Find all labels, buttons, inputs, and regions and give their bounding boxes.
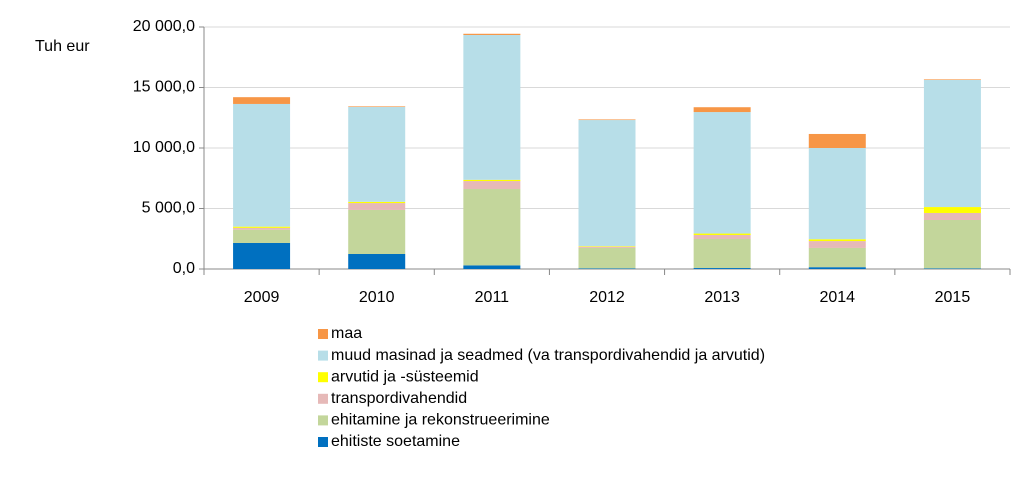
bar-segment [463, 181, 521, 190]
x-tick-label: 2015 [935, 289, 971, 306]
bar-segment [578, 247, 636, 269]
y-tick-label: 0,0 [173, 260, 195, 277]
x-tick-label: 2011 [475, 289, 510, 306]
y-tick-label: 5 000,0 [142, 200, 195, 217]
bar-segment [693, 268, 751, 269]
y-tick-label: 15 000,0 [133, 79, 195, 96]
legend-label: muud masinad ja seadmed (va transpordiva… [331, 347, 765, 364]
bar-segment [693, 107, 751, 113]
bar-segment [693, 234, 751, 239]
legend-label: arvutid ja -süsteemid [331, 368, 479, 385]
legend-swatch [318, 350, 328, 361]
bar-segment [463, 33, 521, 35]
bar-segment [808, 267, 866, 269]
bar-segment [808, 133, 866, 148]
bar-segment [463, 179, 521, 182]
bar-segment [348, 209, 406, 254]
bar-segment [348, 201, 406, 204]
x-tick-label: 2012 [589, 289, 625, 306]
legend-label: ehitiste soetamine [331, 433, 460, 450]
bar-segment [233, 226, 291, 228]
bar-segment [348, 203, 406, 210]
legend-label: ehitamine ja rekonstrueerimine [331, 412, 550, 429]
y-tick-label: 20 000,0 [133, 18, 195, 35]
bar-segment [923, 79, 981, 208]
bar-segment [693, 112, 751, 234]
y-axis-label: Tuh eur [35, 38, 90, 55]
bar-segment [463, 265, 521, 269]
bar-segment [233, 242, 291, 269]
legend-swatch [318, 329, 328, 339]
bar-segment [693, 238, 751, 269]
legend-swatch [318, 415, 328, 426]
bar-segment [578, 119, 636, 121]
bar-segment [463, 189, 521, 266]
bar-segment [578, 246, 636, 248]
legend-swatch [318, 437, 328, 447]
bar-segment [233, 103, 291, 227]
legend-label: maa [331, 325, 362, 342]
x-tick-label: 2010 [359, 289, 395, 306]
legend-swatch [318, 393, 328, 404]
bar-segment [233, 227, 291, 230]
legend-label: transpordivahendid [331, 390, 467, 407]
y-tick-label: 10 000,0 [133, 139, 195, 156]
bar-segment [463, 34, 521, 180]
bar-segment [693, 233, 751, 235]
x-tick-label: 2014 [819, 289, 855, 306]
bar-segment [233, 229, 291, 243]
bar-segment [923, 79, 981, 80]
x-tick-label: 2013 [704, 289, 740, 306]
bar-segment [923, 219, 981, 269]
bar-segment [578, 120, 636, 247]
bar-segment [923, 268, 981, 269]
x-tick-label: 2009 [244, 289, 280, 306]
bar-segment [233, 97, 291, 104]
bar-segment [808, 239, 866, 242]
bar-segment [348, 253, 406, 269]
legend-swatch [318, 372, 328, 383]
bar-segment [578, 246, 636, 247]
bar-segment [808, 241, 866, 248]
bar-segment [348, 106, 406, 202]
bar-segment [578, 268, 636, 269]
bar-segment [923, 212, 981, 220]
bar-segment [808, 148, 866, 240]
bar-segment [808, 247, 866, 268]
bar-segment [348, 106, 406, 107]
bar-segment [923, 207, 981, 213]
